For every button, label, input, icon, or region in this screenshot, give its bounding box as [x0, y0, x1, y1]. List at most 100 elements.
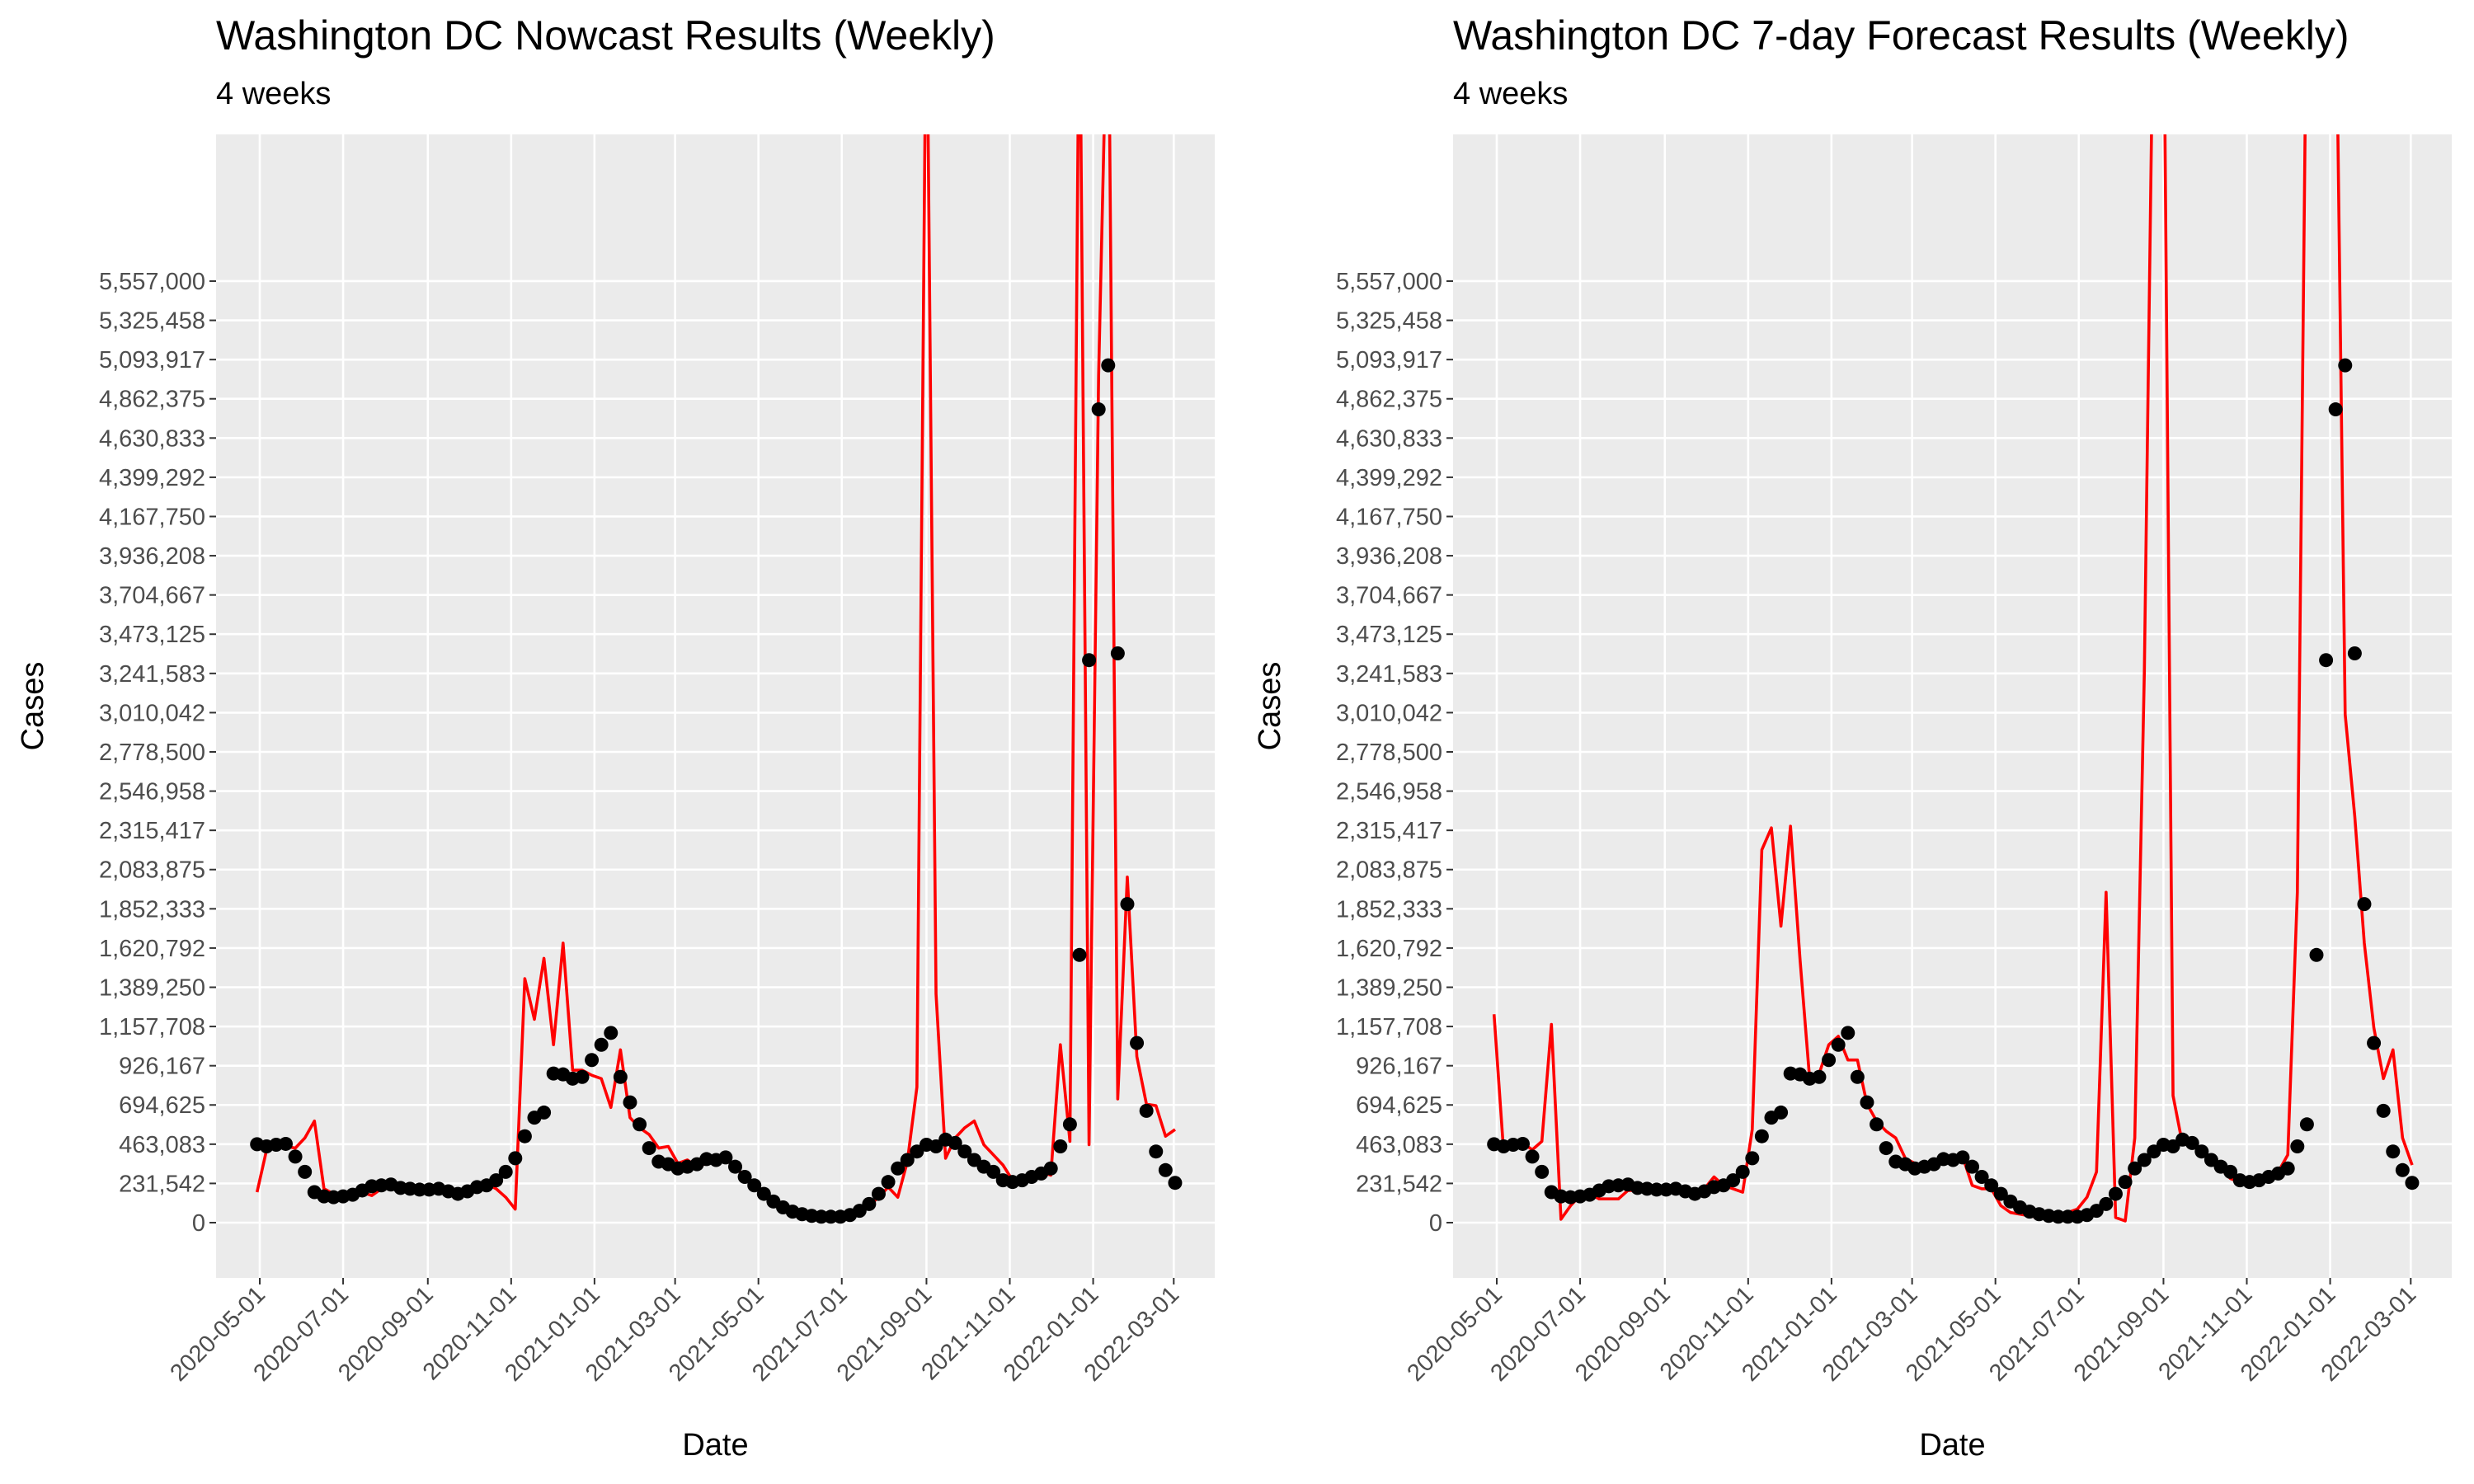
data-point — [2357, 897, 2372, 912]
data-point — [1879, 1141, 1893, 1156]
data-point — [517, 1129, 532, 1144]
data-point — [2309, 947, 2324, 962]
y-tick-label: 926,167 — [119, 1054, 205, 1080]
data-point — [1120, 897, 1135, 912]
data-point — [728, 1159, 743, 1174]
y-tick-label: 3,010,042 — [99, 700, 205, 726]
y-tick-label: 0 — [1429, 1210, 1442, 1237]
data-point — [2338, 358, 2353, 373]
y-tick-label: 1,852,333 — [1336, 896, 1442, 923]
data-point — [2290, 1139, 2305, 1154]
data-point — [1870, 1117, 1884, 1132]
data-point — [1965, 1159, 1980, 1174]
data-point — [585, 1053, 600, 1068]
y-tick-label: 0 — [192, 1210, 205, 1237]
y-tick-label: 926,167 — [1356, 1054, 1442, 1080]
data-point — [1091, 402, 1106, 417]
y-tick-label: 5,557,000 — [99, 269, 205, 295]
data-point — [2118, 1175, 2133, 1190]
data-point — [613, 1069, 628, 1084]
chart-subtitle: 4 weeks — [1453, 77, 1568, 111]
data-point — [2405, 1176, 2420, 1190]
y-tick-label: 3,936,208 — [1336, 543, 1442, 570]
data-point — [1993, 1186, 2008, 1201]
y-tick-label: 5,093,917 — [99, 347, 205, 373]
data-point — [2367, 1036, 2382, 1050]
y-tick-label: 5,557,000 — [1336, 269, 1442, 295]
data-point — [1525, 1149, 1540, 1164]
data-point — [2128, 1161, 2142, 1176]
y-tick-label: 2,778,500 — [1336, 740, 1442, 766]
data-point — [1860, 1095, 1874, 1110]
data-point — [1110, 646, 1125, 660]
data-point — [881, 1175, 896, 1190]
data-point — [747, 1178, 762, 1193]
data-point — [1062, 1117, 1077, 1132]
data-point — [2108, 1186, 2123, 1201]
data-point — [871, 1186, 886, 1201]
plot-area — [250, 134, 1183, 1224]
data-point — [1535, 1164, 1550, 1179]
y-tick-label: 1,157,708 — [99, 1014, 205, 1040]
data-point — [594, 1037, 609, 1052]
y-tick-label: 3,010,042 — [1336, 700, 1442, 726]
y-tick-label: 3,241,583 — [99, 661, 205, 688]
data-point — [1841, 1026, 1856, 1040]
y-tick-label: 3,473,125 — [1336, 622, 1442, 648]
y-axis-title: Cases — [16, 662, 50, 751]
data-point — [891, 1161, 905, 1176]
chart-panel: Washington DC 7-day Forecast Results (We… — [1253, 12, 2452, 1463]
data-point — [1130, 1036, 1145, 1050]
data-point — [2395, 1162, 2410, 1177]
data-point — [1139, 1103, 1154, 1118]
data-point — [537, 1105, 552, 1120]
data-point — [862, 1196, 877, 1211]
data-point — [2319, 653, 2334, 668]
data-point — [1955, 1150, 1970, 1165]
data-point — [1515, 1136, 1530, 1151]
data-point — [498, 1164, 513, 1179]
data-point — [1082, 653, 1097, 668]
chart-subtitle: 4 weeks — [216, 77, 331, 111]
data-point — [1168, 1176, 1183, 1190]
data-point — [1735, 1164, 1750, 1179]
y-tick-label: 4,167,750 — [99, 504, 205, 530]
y-tick-label: 463,083 — [119, 1132, 205, 1158]
chart-title: Washington DC 7-day Forecast Results (We… — [1453, 12, 2349, 59]
y-tick-label: 5,325,458 — [1336, 308, 1442, 335]
data-point — [2347, 646, 2362, 660]
data-point — [957, 1144, 972, 1159]
data-point — [623, 1095, 637, 1110]
y-tick-label: 1,389,250 — [99, 974, 205, 1001]
data-point — [1043, 1161, 1058, 1176]
data-point — [2185, 1135, 2199, 1150]
y-tick-label: 694,625 — [119, 1092, 205, 1119]
plot-background — [1453, 134, 2452, 1278]
data-point — [1822, 1053, 1837, 1068]
data-point — [948, 1135, 962, 1150]
data-point — [2280, 1161, 2295, 1176]
data-point — [575, 1069, 590, 1084]
x-axis-title: Date — [1919, 1428, 1985, 1463]
data-point — [2376, 1103, 2391, 1118]
y-tick-label: 5,093,917 — [1336, 347, 1442, 373]
data-point — [1812, 1069, 1827, 1084]
data-point — [604, 1026, 618, 1040]
chart-panel: Washington DC Nowcast Results (Weekly) 4 … — [16, 12, 1215, 1463]
y-tick-label: 4,167,750 — [1336, 504, 1442, 530]
y-tick-label: 463,083 — [1356, 1132, 1442, 1158]
data-point — [489, 1173, 504, 1188]
chart-title: Washington DC Nowcast Results (Weekly) — [216, 12, 995, 59]
data-point — [1984, 1178, 1999, 1193]
data-point — [1831, 1037, 1846, 1052]
data-point — [1726, 1173, 1741, 1188]
y-tick-label: 4,630,833 — [1336, 425, 1442, 452]
data-point — [900, 1153, 915, 1167]
plot-background — [216, 134, 1215, 1278]
x-axis-title: Date — [682, 1428, 748, 1463]
data-point — [718, 1150, 733, 1165]
y-tick-label: 2,546,958 — [1336, 779, 1442, 805]
data-point — [1053, 1139, 1068, 1154]
data-point — [737, 1170, 752, 1185]
